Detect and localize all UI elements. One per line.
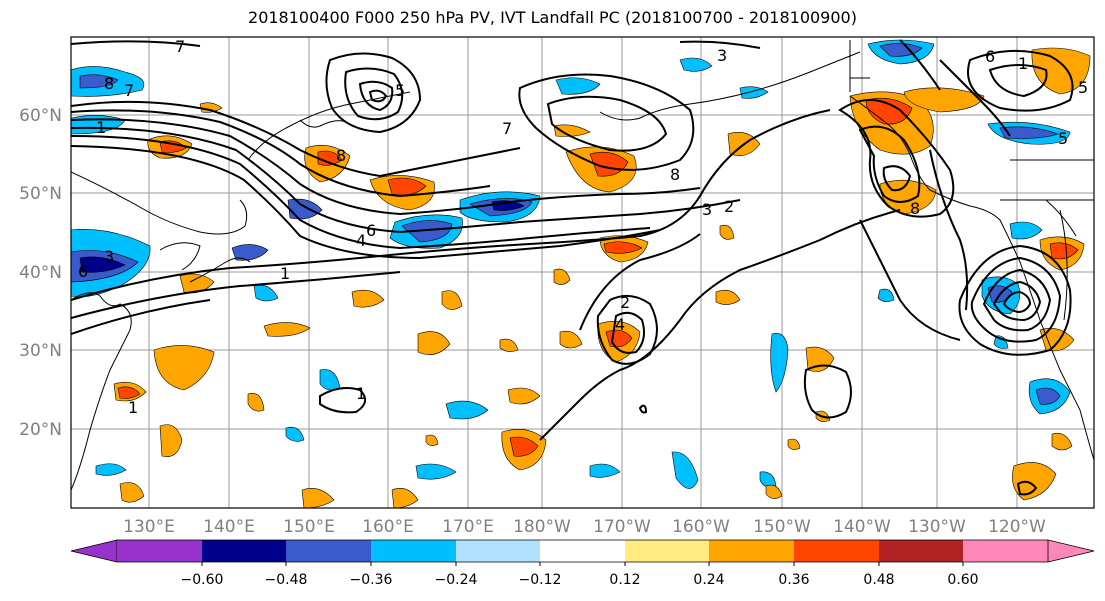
contour-label: 1 <box>128 398 138 417</box>
lon-label: 160°E <box>362 517 414 537</box>
contour-labels: 7 8 7 1 3 6 5 3 7 8 6 4 1 3 2 8 8 6 5 5 … <box>78 37 1088 417</box>
lon-label: 120°W <box>988 517 1046 537</box>
lon-label: 170°W <box>593 517 651 537</box>
contour-label: 7 <box>502 119 512 138</box>
contour-label: 5 <box>1058 129 1068 148</box>
colorbar-segment <box>456 540 540 562</box>
latitude-labels: 60°N 50°N 40°N 30°N 20°N <box>19 106 62 440</box>
lon-label: 170°E <box>442 517 494 537</box>
colorbar-tick-label: −0.36 <box>350 572 393 588</box>
colorbar-segment <box>625 540 709 562</box>
contour-label: 3 <box>104 247 114 266</box>
colorbar-segment <box>117 540 202 562</box>
colorbar-segment <box>794 540 879 562</box>
contour-label: 1 <box>1018 54 1028 73</box>
colorbar-tick-label: 0.60 <box>947 572 978 588</box>
lon-label: 140°W <box>833 517 891 537</box>
ivt-contours <box>71 39 1074 496</box>
lon-label: 160°W <box>672 517 730 537</box>
lat-label: 60°N <box>19 106 62 126</box>
colorbar-tick-label: −0.24 <box>435 572 478 588</box>
contour-label: 5 <box>395 81 405 100</box>
contour-label: 8 <box>104 74 114 93</box>
colorbar-tick-label: −0.48 <box>265 572 308 588</box>
colorbar-segment <box>540 540 625 562</box>
colorbar-segment <box>963 540 1048 562</box>
contour-label: 4 <box>356 231 366 250</box>
contour-label: 1 <box>356 384 366 403</box>
contour-label: 6 <box>366 221 376 240</box>
contour-label: 8 <box>910 199 920 218</box>
contour-label: 5 <box>1078 78 1088 97</box>
lon-label: 130°W <box>908 517 966 537</box>
colorbar-extend-high <box>1047 539 1095 563</box>
lat-label: 30°N <box>19 341 62 361</box>
longitude-labels: 130°E 140°E 150°E 160°E 170°E 180°W 170°… <box>123 517 1046 537</box>
colorbar: −0.60 −0.48 −0.36 −0.24 −0.12 0.12 0.24 … <box>70 539 1095 588</box>
colorbar-extend-low <box>70 539 118 563</box>
colorbar-tick-label: 0.24 <box>693 572 724 588</box>
contour-label: 4 <box>615 315 625 334</box>
coastlines <box>71 40 1094 491</box>
lon-label: 180°W <box>513 517 571 537</box>
contour-label: 7 <box>124 81 134 100</box>
colorbar-tick-label: −0.60 <box>181 572 224 588</box>
contour-label: 3 <box>702 200 712 219</box>
contour-label: 6 <box>985 47 995 66</box>
contour-label: 1 <box>96 118 106 137</box>
lon-label: 140°E <box>203 517 255 537</box>
map-title: 2018100400 F000 250 hPa PV, IVT Landfall… <box>248 8 857 27</box>
colorbar-segment <box>709 540 794 562</box>
contour-label: 1 <box>280 264 290 283</box>
contour-label: 8 <box>670 165 680 184</box>
lat-label: 40°N <box>19 263 62 283</box>
colorbar-tick-label: 0.12 <box>609 572 640 588</box>
lon-label: 150°W <box>753 517 811 537</box>
colorbar-segment <box>879 540 963 562</box>
colorbar-tick-label: 0.36 <box>778 572 809 588</box>
colorbar-segment <box>202 540 286 562</box>
contour-label: 2 <box>724 197 734 216</box>
lon-label: 130°E <box>123 517 175 537</box>
lat-label: 20°N <box>19 420 62 440</box>
colorbar-tick-label: −0.12 <box>519 572 562 588</box>
map-frame <box>70 36 1095 509</box>
lon-label: 150°E <box>283 517 335 537</box>
contour-label: 3 <box>717 46 727 65</box>
contour-label: 2 <box>620 293 630 312</box>
contour-label: 7 <box>175 37 185 56</box>
colorbar-segment <box>286 540 371 562</box>
colorbar-segment <box>371 540 456 562</box>
contour-label: 8 <box>336 146 346 165</box>
lat-label: 50°N <box>19 184 62 204</box>
contour-label: 6 <box>78 262 88 281</box>
colorbar-tick-label: 0.48 <box>863 572 894 588</box>
